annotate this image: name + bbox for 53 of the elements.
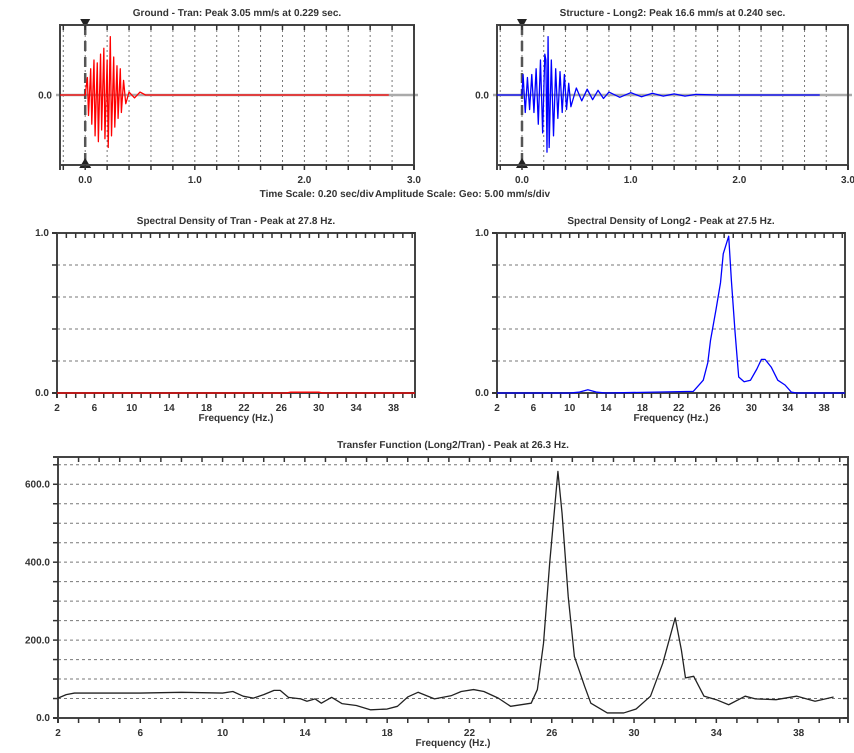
x-tick-label: 22 xyxy=(673,403,685,414)
x-tick-label: 38 xyxy=(388,403,400,414)
x-tick-label: 14 xyxy=(299,728,311,740)
x-tick-label: 18 xyxy=(382,728,394,740)
x-tick-label: 6 xyxy=(92,403,98,414)
x-axis-title: Frequency (Hz.) xyxy=(415,738,491,749)
x-tick-label: 1.0 xyxy=(624,175,638,186)
x-tick-label: 18 xyxy=(636,403,648,414)
x-tick-label: 18 xyxy=(200,403,213,414)
x-axis-title: Frequency (Hz.) xyxy=(633,413,709,424)
x-tick-label: 34 xyxy=(710,728,722,740)
x-tick-label: 10 xyxy=(126,403,138,414)
x-tick-label: 30 xyxy=(628,728,640,740)
y-tick-label: 600.0 xyxy=(24,479,50,490)
x-tick-label: 2 xyxy=(54,403,60,414)
x-tick-label: 30 xyxy=(313,403,325,414)
x-tick-label: 6 xyxy=(138,728,144,740)
text: Amplitude Scale: Geo: 5.00 mm/s/div xyxy=(375,189,550,200)
x-tick-label: 26 xyxy=(276,403,288,414)
x-tick-label: 0.0 xyxy=(78,175,93,186)
y-tick-label: 0.0 xyxy=(35,388,50,400)
chart-title: Structure - Long2: Peak 16.6 mm/s at 0.240 sec. xyxy=(560,8,786,19)
x-tick-label: 10 xyxy=(564,403,576,414)
x-tick-label: 30 xyxy=(746,403,758,414)
y-tick-label: 200.0 xyxy=(24,635,50,646)
x-tick-label: 14 xyxy=(600,403,612,414)
x-tick-label: 2.0 xyxy=(732,175,747,186)
x-tick-label: 1.0 xyxy=(188,175,202,186)
x-tick-label: 2 xyxy=(55,728,62,740)
chart-title: Spectral Density of Tran - Peak at 27.8 Hz. xyxy=(136,216,336,227)
x-tick-label: 34 xyxy=(782,403,794,414)
y-tick-label: 400.0 xyxy=(24,557,50,568)
x-tick-label: 22 xyxy=(464,728,476,740)
x-axis-title: Frequency (Hz.) xyxy=(198,413,274,424)
chart-title: Ground - Tran: Peak 3.05 mm/s at 0.229 sec. xyxy=(132,8,342,19)
x-tick-label: 26 xyxy=(710,403,722,414)
x-tick-label: 38 xyxy=(818,403,830,414)
text: Time Scale: 0.20 sec/div xyxy=(260,189,374,200)
x-tick-label: 6 xyxy=(530,403,537,414)
x-tick-label: 3.0 xyxy=(407,175,422,186)
y-tick-label: 1.0 xyxy=(35,228,50,240)
x-tick-label: 26 xyxy=(546,728,558,740)
x-tick-label: 14 xyxy=(164,403,176,414)
x-tick-label: 34 xyxy=(350,403,362,414)
x-tick-label: 0.0 xyxy=(515,175,530,186)
x-tick-label: 38 xyxy=(793,728,805,740)
chart-title: Spectral Density of Long2 - Peak at 27.5 Hz. xyxy=(567,216,775,227)
chart-title: Transfer Function (Long2/Tran) - Peak at 26.3 Hz. xyxy=(337,440,570,451)
x-tick-label: 10 xyxy=(217,728,229,740)
x-tick-label: 2 xyxy=(494,403,500,414)
y-tick-label: 0.0 xyxy=(36,713,50,724)
x-tick-label: 22 xyxy=(238,403,250,414)
x-tick-label: 2.0 xyxy=(297,175,312,186)
